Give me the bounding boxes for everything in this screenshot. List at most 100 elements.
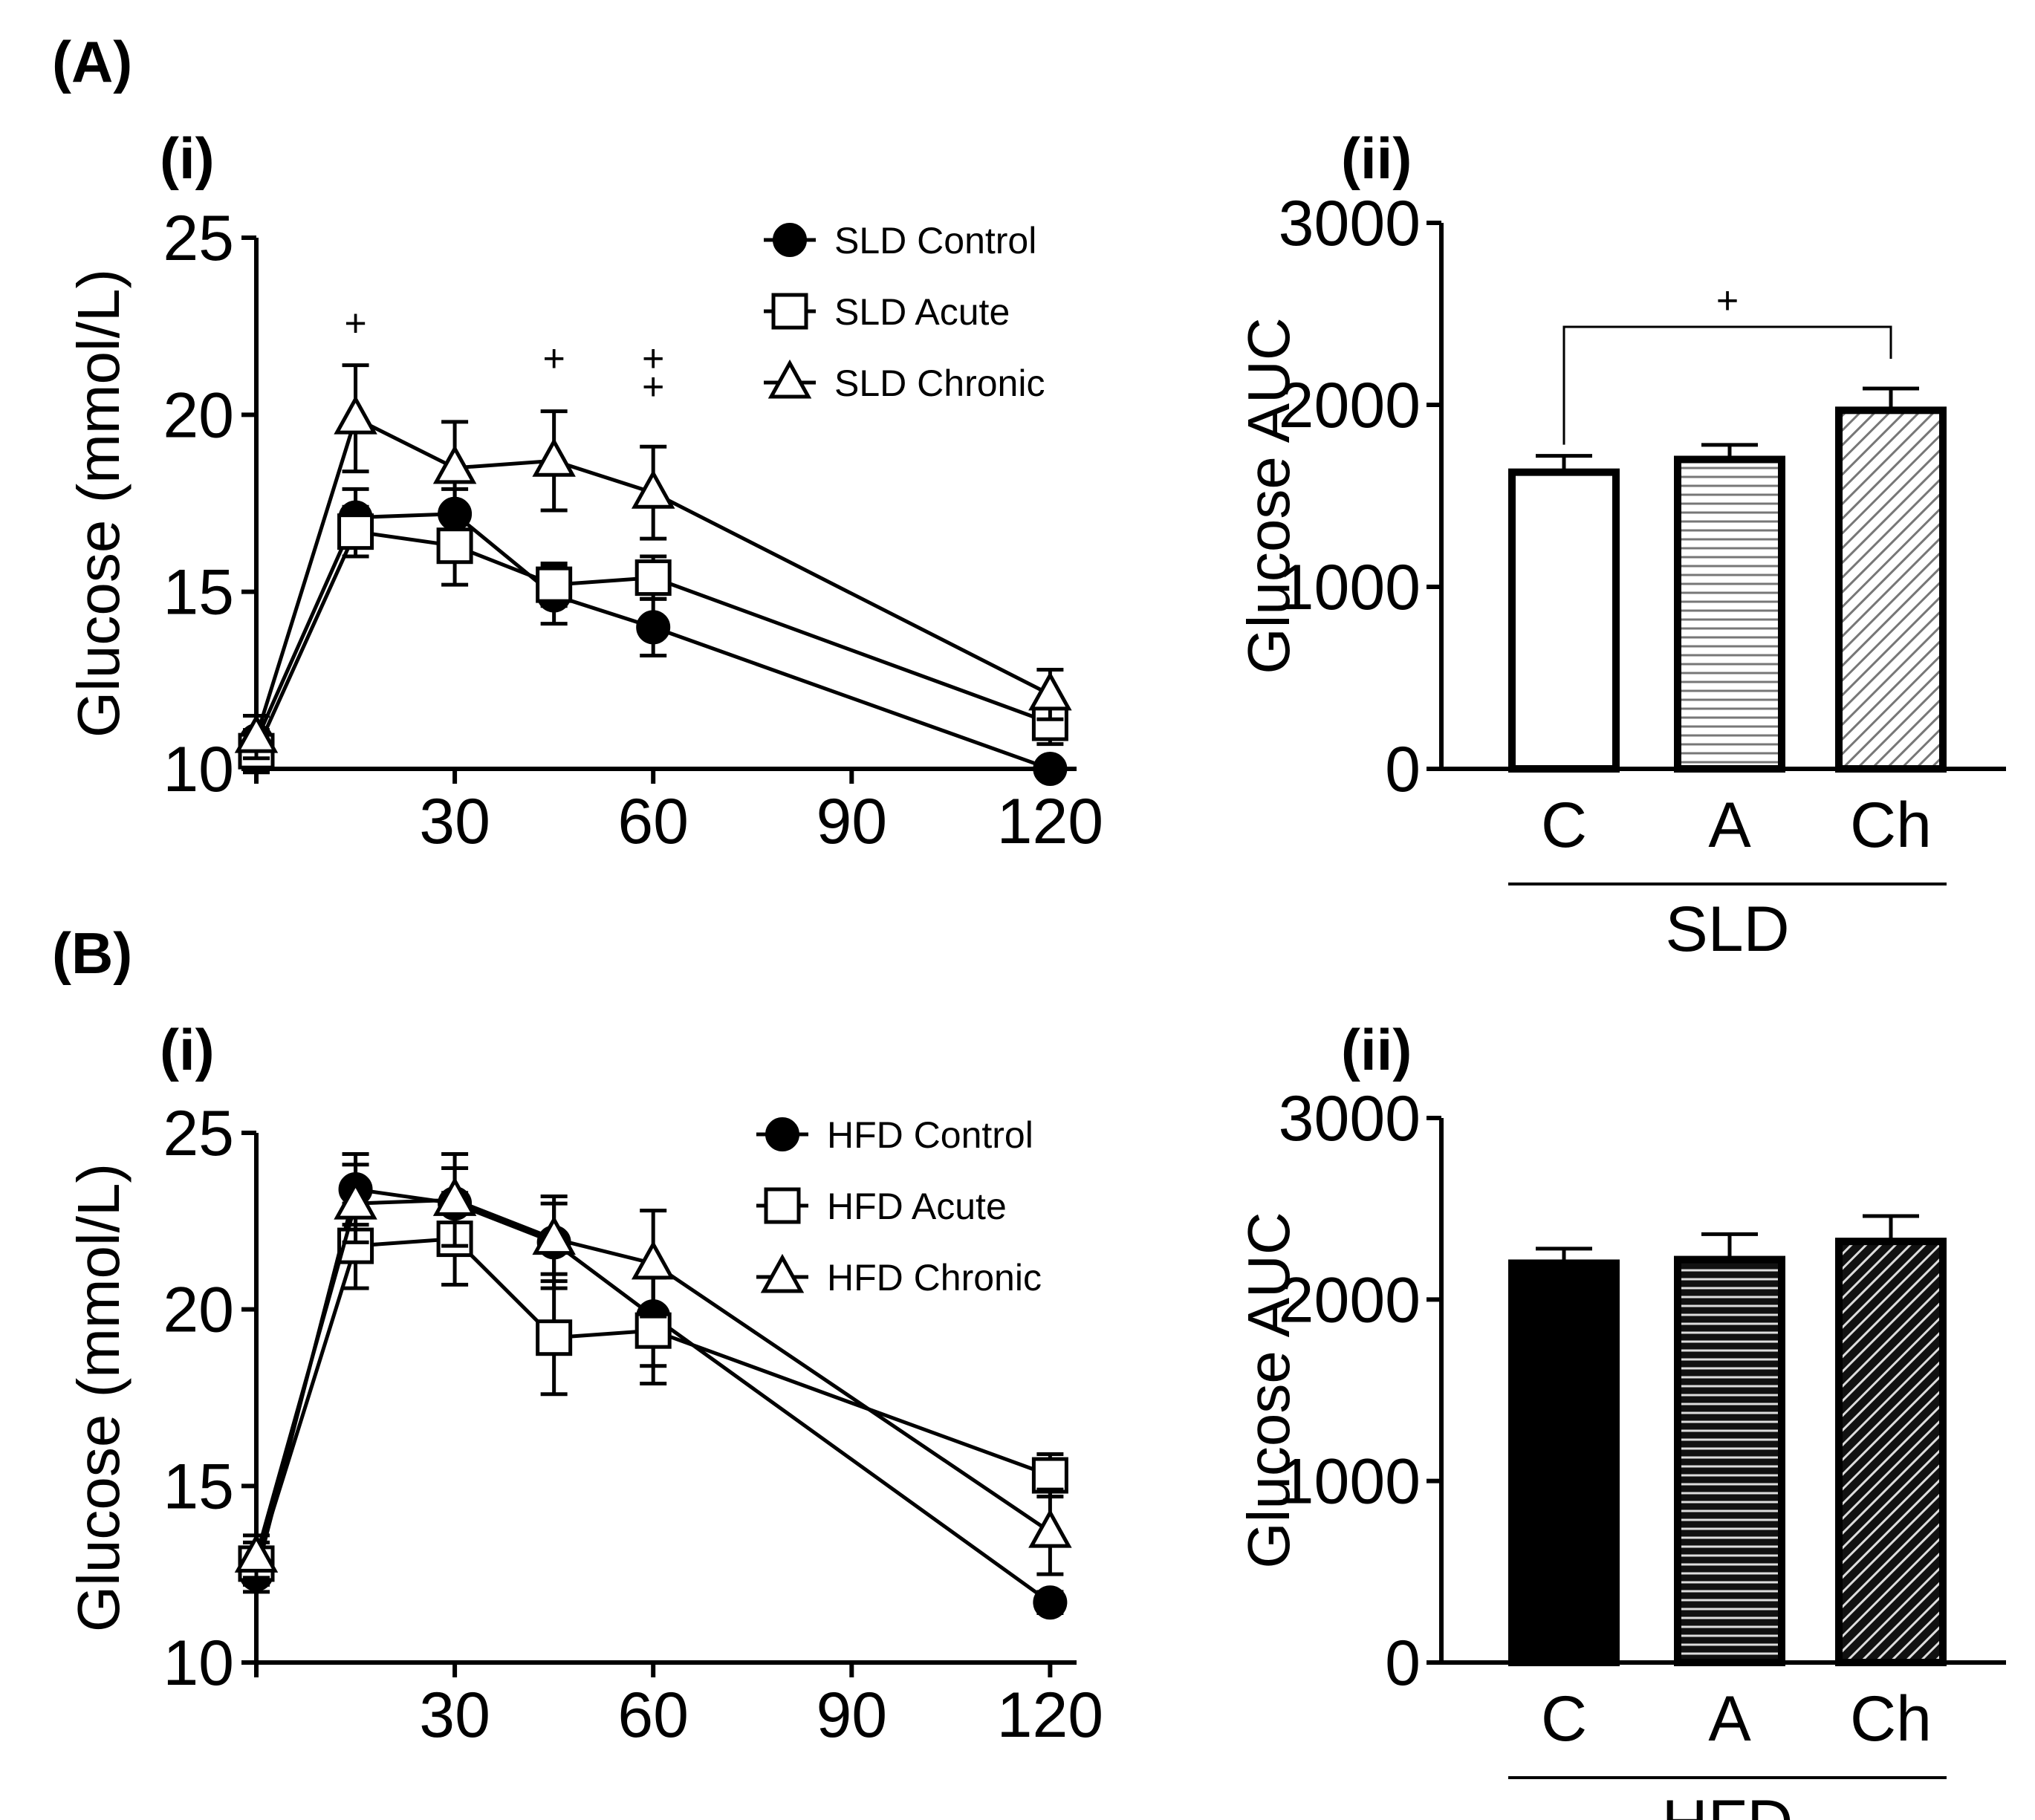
panel-b-line-chart: 10 15 20 25 30 60 90 120 Glucose (mmol/L) HFD Con… xyxy=(65,1098,1103,1751)
data-point-hfd-chronic xyxy=(1028,1508,1072,1548)
data-point-hfd-chronic xyxy=(532,1215,576,1255)
data-point-hfd-control xyxy=(1033,1585,1068,1620)
data-point-sld-acute xyxy=(436,527,473,565)
y-axis-label: Glucose AUC xyxy=(1236,317,1302,674)
y-axis-label: Glucose (mmol/L) xyxy=(65,269,132,738)
x-tick-label: 120 xyxy=(997,1680,1104,1751)
data-point-sld-chronic xyxy=(1028,671,1072,711)
legend-label: HFD Control xyxy=(827,1114,1033,1156)
panel-a-bar-sublabel: (ii) xyxy=(1341,126,1412,191)
bar-a xyxy=(1674,455,1785,773)
y-tick-label: 1000 xyxy=(1279,552,1421,623)
legend-marker xyxy=(765,1117,799,1151)
legend-label: HFD Chronic xyxy=(827,1257,1042,1299)
data-point-hfd-chronic xyxy=(334,1180,377,1220)
y-tick-label: 15 xyxy=(163,557,234,628)
data-point-sld-acute xyxy=(337,513,374,550)
y-tick-label: 1000 xyxy=(1279,1446,1421,1518)
group-label: HFD xyxy=(1662,1787,1794,1820)
bar-c xyxy=(1508,468,1620,773)
x-tick-label: A xyxy=(1708,790,1751,861)
x-tick-label: Ch xyxy=(1850,790,1932,861)
series-line-hfd-chronic xyxy=(254,1197,1051,1558)
significance-bracket xyxy=(1562,325,1892,445)
legend-marker xyxy=(760,1253,805,1293)
y-tick-label: 25 xyxy=(163,203,234,274)
panel-a-bar-chart: 0 1000 2000 3000 Glucose AUC C A Ch SLD + xyxy=(1236,188,2006,965)
data-point-sld-acute xyxy=(634,559,672,597)
data-point-hfd-chronic xyxy=(234,1533,279,1573)
data-point-sld-acute xyxy=(536,566,573,603)
significance-marker: + xyxy=(642,365,664,409)
y-tick-label: 15 xyxy=(163,1451,234,1522)
y-tick-label: 20 xyxy=(163,380,234,451)
x-tick-label: 90 xyxy=(816,786,887,857)
x-tick-label: 90 xyxy=(816,1680,887,1751)
legend-item-sld-control: SLD Control xyxy=(764,220,1036,261)
y-tick-label: 0 xyxy=(1385,1628,1421,1699)
x-tick-label: 60 xyxy=(617,786,689,857)
data-point-hfd-acute xyxy=(536,1319,573,1356)
legend-marker xyxy=(767,359,812,399)
data-point-sld-control xyxy=(636,610,671,645)
y-tick-label: 2000 xyxy=(1279,370,1421,441)
y-axis-label: Glucose AUC xyxy=(1236,1212,1302,1568)
x-tick-label: 60 xyxy=(617,1680,689,1751)
x-tick-label: C xyxy=(1541,790,1587,861)
legend-item-hfd-chronic: HFD Chronic xyxy=(756,1253,1042,1299)
data-point-sld-chronic xyxy=(631,469,675,509)
series-line-sld-acute xyxy=(254,529,1051,753)
series-hfd-chronic xyxy=(234,1152,1072,1580)
data-point-sld-chronic xyxy=(334,394,377,435)
series-sld-chronic xyxy=(234,363,1072,761)
legend-marker xyxy=(773,223,807,257)
legend-marker xyxy=(764,1187,801,1224)
panel-label-b: (B) xyxy=(52,920,132,986)
bar-c xyxy=(1508,1259,1620,1666)
bar-a xyxy=(1674,1255,1785,1666)
x-tick-label: C xyxy=(1541,1683,1587,1755)
legend-item-hfd-control: HFD Control xyxy=(756,1114,1033,1156)
y-tick-label: 10 xyxy=(163,734,234,805)
x-tick-label: A xyxy=(1708,1683,1751,1755)
x-tick-label: 120 xyxy=(997,786,1104,857)
series-line-sld-control xyxy=(254,512,1051,771)
y-tick-label: 3000 xyxy=(1279,1083,1421,1154)
significance-marker: + xyxy=(344,302,366,345)
y-tick-label: 3000 xyxy=(1279,188,1421,259)
significance-marker: + xyxy=(1716,279,1739,322)
legend-item-sld-acute: SLD Acute xyxy=(764,291,1010,333)
panel-b-bar-sublabel: (ii) xyxy=(1341,1017,1412,1082)
data-point-hfd-acute xyxy=(634,1312,672,1349)
data-point-hfd-chronic xyxy=(631,1240,675,1280)
data-point-sld-chronic xyxy=(234,713,279,753)
legend-label: SLD Control xyxy=(834,220,1036,261)
legend-label: SLD Acute xyxy=(834,291,1010,333)
panel-b-line-sublabel: (i) xyxy=(160,1017,215,1082)
legend-item-sld-chronic: SLD Chronic xyxy=(764,359,1045,404)
y-axis-label: Glucose (mmol/L) xyxy=(65,1163,132,1632)
y-tick-label: 10 xyxy=(163,1628,234,1699)
group-label: SLD xyxy=(1665,894,1789,965)
panel-b-bar-chart: 0 1000 2000 3000 Glucose AUC C A Ch HFD xyxy=(1236,1083,2006,1820)
legend-item-hfd-acute: HFD Acute xyxy=(756,1186,1007,1227)
y-tick-label: 20 xyxy=(163,1275,234,1346)
y-tick-label: 2000 xyxy=(1279,1264,1421,1336)
series-line-hfd-acute xyxy=(254,1237,1051,1564)
data-point-sld-chronic xyxy=(532,438,576,477)
data-point-sld-control xyxy=(1033,752,1068,786)
x-tick-label: Ch xyxy=(1850,1683,1932,1755)
data-point-sld-chronic xyxy=(432,444,477,484)
significance-marker: + xyxy=(642,337,664,380)
data-point-hfd-acute xyxy=(1031,1457,1068,1494)
x-tick-label: 30 xyxy=(419,1680,490,1751)
bar-ch xyxy=(1835,406,1947,773)
legend-label: HFD Acute xyxy=(827,1186,1007,1227)
y-tick-label: 0 xyxy=(1385,734,1421,805)
panel-label-a: (A) xyxy=(52,29,132,94)
legend-label: SLD Chronic xyxy=(834,363,1045,404)
series-line-sld-chronic xyxy=(254,415,1051,738)
data-point-hfd-chronic xyxy=(432,1177,477,1216)
